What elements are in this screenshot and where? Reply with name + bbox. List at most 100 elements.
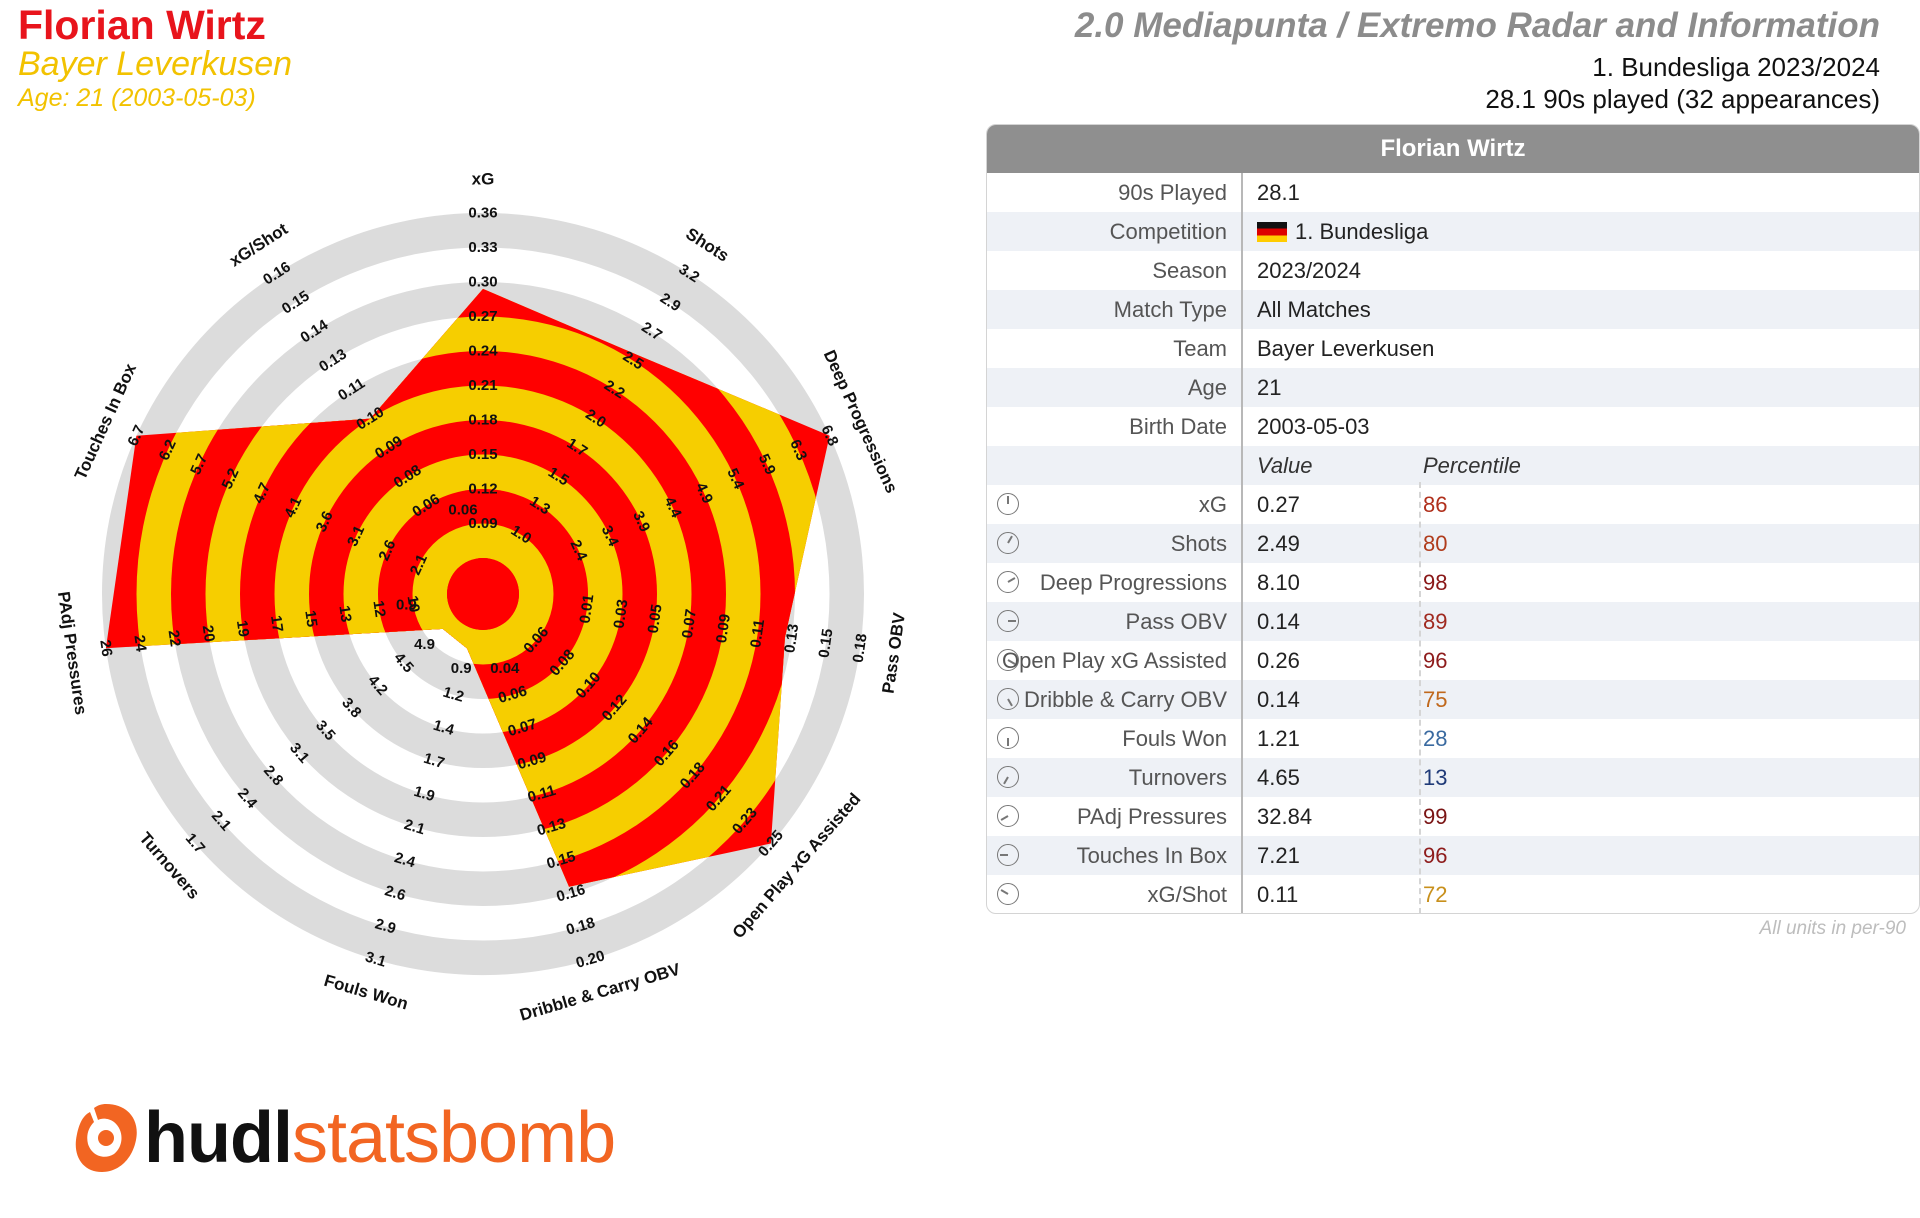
stat-label: Touches In Box: [987, 836, 1243, 875]
center-tick-label: 0.06: [448, 501, 477, 518]
stat-row: Deep Progressions 8.10 98: [987, 563, 1919, 602]
stat-percentile: 13: [1423, 765, 1448, 790]
axis-tick-label: 0.21: [468, 377, 497, 394]
gauge-icon: [997, 688, 1019, 710]
axis-tick-label: 26: [96, 639, 115, 658]
info-label: Age: [987, 368, 1243, 407]
info-label: Match Type: [987, 290, 1243, 329]
stat-percentile: 96: [1423, 843, 1448, 868]
axis-tick-label: 0.36: [468, 205, 497, 222]
stat-value: 1.21: [1257, 726, 1300, 751]
club-name: Bayer Leverkusen: [18, 45, 293, 83]
stat-label: xG: [987, 485, 1243, 524]
stat-label: Open Play xG Assisted: [987, 641, 1243, 680]
gauge-icon: [997, 727, 1019, 749]
gauge-icon: [997, 532, 1019, 554]
axis-tick-label: 3.1: [363, 948, 388, 970]
gauge-icon: [997, 649, 1019, 671]
percentile-divider: [1419, 482, 1421, 914]
axis-tick-label: 1.9: [412, 783, 437, 805]
logo-wordmark: hudlstatsbomb: [144, 1098, 616, 1178]
info-row: Age 21: [987, 368, 1919, 407]
units-footnote: All units in per-90: [1759, 918, 1906, 939]
stat-value: 0.27: [1257, 492, 1300, 517]
stat-value: 2.49: [1257, 531, 1300, 556]
player-info-table: Florian Wirtz 90s Played 28.1 Competition 1…: [986, 124, 1920, 914]
info-label: Competition: [987, 212, 1243, 251]
axis-tick-label: 0.33: [468, 239, 497, 256]
axis-tick-label: 20: [199, 624, 218, 643]
axis-tick-label: 19: [233, 619, 252, 638]
axis-label: Pass OBV: [879, 611, 909, 695]
gauge-icon: [997, 610, 1019, 632]
report-title: 2.0 Mediapunta / Extremo Radar and Infor…: [1074, 6, 1880, 45]
stat-row: Touches In Box 7.21 96: [987, 836, 1919, 875]
axis-tick-label: 24: [130, 634, 149, 654]
gauge-icon: [997, 883, 1019, 905]
radar-center-dot: [447, 558, 519, 630]
axis-tick-label: 0.15: [816, 628, 837, 659]
stat-label: Shots: [987, 524, 1243, 563]
info-value: 21: [1257, 375, 1282, 400]
axis-tick-label: 0.09: [468, 515, 497, 532]
gauge-icon: [997, 571, 1019, 593]
hudl-statsbomb-logo: hudlstatsbomb: [68, 1098, 616, 1178]
stat-value: 0.14: [1257, 609, 1300, 634]
stat-percentile: 72: [1423, 882, 1448, 907]
stat-row: xG/Shot 0.11 72: [987, 875, 1919, 913]
stat-label: PAdj Pressures: [987, 797, 1243, 836]
info-value: Bayer Leverkusen: [1257, 336, 1435, 361]
info-value: 2003-05-03: [1257, 414, 1370, 439]
stat-value: 4.65: [1257, 765, 1300, 790]
axis-tick-label: 1.2: [441, 684, 466, 706]
stat-row: Open Play xG Assisted 0.26 96: [987, 641, 1919, 680]
axis-tick-label: 0.13: [781, 623, 802, 654]
stat-percentile: 86: [1423, 492, 1448, 517]
info-value: All Matches: [1257, 297, 1371, 322]
info-label: 90s Played: [987, 173, 1243, 212]
axis-tick-label: 15: [301, 609, 320, 628]
inner-tick-label: 4.9: [414, 636, 435, 653]
axis-tick-label: 0.27: [468, 308, 497, 325]
axis-tick-label: 12: [369, 599, 388, 618]
axis-tick-label: 2.6: [383, 882, 408, 904]
player-name: Florian Wirtz: [18, 2, 266, 48]
stat-percentile: 99: [1423, 804, 1448, 829]
axis-tick-label: 0.15: [468, 446, 497, 463]
axis-tick-label: 0.11: [747, 618, 768, 649]
radar-chart: 0.09 0.12 0.15 0.18 0.21 0.24 0.27 0.30 0.33 0.36…: [54, 170, 909, 1025]
gauge-icon: [997, 844, 1019, 866]
stat-value: 0.14: [1257, 687, 1300, 712]
stat-percentile: 75: [1423, 687, 1448, 712]
stat-header-blank: [987, 446, 1243, 485]
stat-row: PAdj Pressures 32.84 99: [987, 797, 1919, 836]
axis-tick-label: 10: [404, 595, 423, 614]
germany-flag: [1257, 222, 1287, 242]
value-column-header: Value: [1257, 453, 1313, 478]
statsbomb-logo-icon: [75, 1104, 137, 1172]
axis-tick-label: 1.4: [431, 717, 456, 739]
minutes-played: 28.1 90s played (32 appearances): [1485, 84, 1880, 114]
gauge-icon: [997, 805, 1019, 827]
axis-label: PAdj Pressures: [54, 590, 91, 716]
stat-label: Turnovers: [987, 758, 1243, 797]
stat-label: Dribble & Carry OBV: [987, 680, 1243, 719]
info-row: Match Type All Matches: [987, 290, 1919, 329]
axis-tick-label: 0.24: [468, 343, 498, 360]
stat-row: Dribble & Carry OBV 0.14 75: [987, 680, 1919, 719]
info-row: 90s Played 28.1: [987, 173, 1919, 212]
info-row: Competition 1. Bundesliga: [987, 212, 1919, 251]
axis-tick-label: 22: [165, 629, 184, 648]
axis-tick-label: 1.7: [422, 750, 447, 772]
inner-tick-label: 0.04: [490, 660, 520, 677]
axis-tick-label: 0.05: [645, 603, 666, 634]
inner-tick-label: 0.9: [451, 660, 472, 677]
axis-tick-label: 0.01: [576, 593, 597, 624]
table-body: 90s Played 28.1 Competition 1. Bundesliga Se…: [987, 173, 1919, 913]
axis-tick-label: 2.9: [373, 915, 398, 937]
stat-value: 8.10: [1257, 570, 1300, 595]
info-value: 2023/2024: [1257, 258, 1361, 283]
stat-value: 32.84: [1257, 804, 1313, 829]
axis-tick-label: 2.4: [392, 849, 417, 871]
gauge-icon: [997, 493, 1019, 515]
